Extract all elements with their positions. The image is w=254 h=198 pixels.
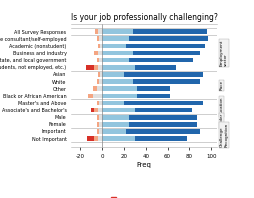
Bar xyxy=(102,101,123,105)
Bar xyxy=(102,86,136,91)
Bar xyxy=(86,136,94,141)
Bar xyxy=(97,44,99,48)
Bar xyxy=(98,101,102,105)
Bar xyxy=(125,44,204,48)
Bar xyxy=(94,65,97,70)
Bar xyxy=(102,65,134,70)
Bar xyxy=(136,86,169,91)
Bar xyxy=(102,136,134,141)
Bar xyxy=(93,86,96,91)
Bar xyxy=(97,136,102,141)
Bar xyxy=(102,72,123,77)
Text: Education: Education xyxy=(219,96,223,117)
Bar xyxy=(129,115,196,120)
Bar xyxy=(132,29,206,34)
Bar xyxy=(95,29,97,34)
Text: Gender: Gender xyxy=(219,113,223,129)
Bar xyxy=(96,86,102,91)
Bar xyxy=(123,101,202,105)
Bar xyxy=(97,108,102,112)
Bar xyxy=(98,79,102,84)
Bar xyxy=(102,36,129,41)
X-axis label: Freq: Freq xyxy=(136,162,151,168)
Bar xyxy=(94,136,97,141)
Bar xyxy=(102,51,132,55)
Bar xyxy=(132,79,200,84)
Bar xyxy=(98,115,102,120)
Title: Is your job professionally challenging?: Is your job professionally challenging? xyxy=(70,13,217,22)
Bar xyxy=(96,115,98,120)
Bar xyxy=(129,122,196,127)
Bar xyxy=(134,108,191,112)
Bar xyxy=(87,93,93,98)
Bar xyxy=(94,51,97,55)
Bar xyxy=(96,122,98,127)
Bar xyxy=(102,44,125,48)
Bar xyxy=(102,115,129,120)
Bar xyxy=(102,108,134,112)
Bar xyxy=(102,129,125,134)
Bar xyxy=(123,72,202,77)
Bar xyxy=(97,65,102,70)
Text: Challenge
Recognition: Challenge Recognition xyxy=(219,123,227,147)
Bar xyxy=(134,65,176,70)
Bar xyxy=(99,72,102,77)
Bar xyxy=(97,29,102,34)
Bar xyxy=(97,72,99,77)
Bar xyxy=(93,93,102,98)
Bar xyxy=(102,79,132,84)
Bar xyxy=(98,129,102,134)
Bar xyxy=(96,101,98,105)
Bar xyxy=(85,65,94,70)
Bar xyxy=(91,108,94,112)
Text: Race: Race xyxy=(219,80,223,90)
Text: Employment
sector: Employment sector xyxy=(219,40,227,66)
Bar xyxy=(102,93,136,98)
Bar xyxy=(136,93,169,98)
Bar xyxy=(96,58,98,63)
Bar xyxy=(96,79,98,84)
Bar xyxy=(97,51,102,55)
Bar xyxy=(94,108,97,112)
Bar xyxy=(98,36,102,41)
Bar xyxy=(98,58,102,63)
Bar xyxy=(102,58,129,63)
Bar xyxy=(98,122,102,127)
Bar xyxy=(134,136,186,141)
Bar xyxy=(125,129,200,134)
Bar xyxy=(102,122,129,127)
Bar xyxy=(96,36,98,41)
Bar xyxy=(129,36,207,41)
Bar xyxy=(96,129,98,134)
Bar xyxy=(132,51,200,55)
Bar xyxy=(102,29,132,34)
Bar xyxy=(99,44,102,48)
Bar xyxy=(129,58,192,63)
